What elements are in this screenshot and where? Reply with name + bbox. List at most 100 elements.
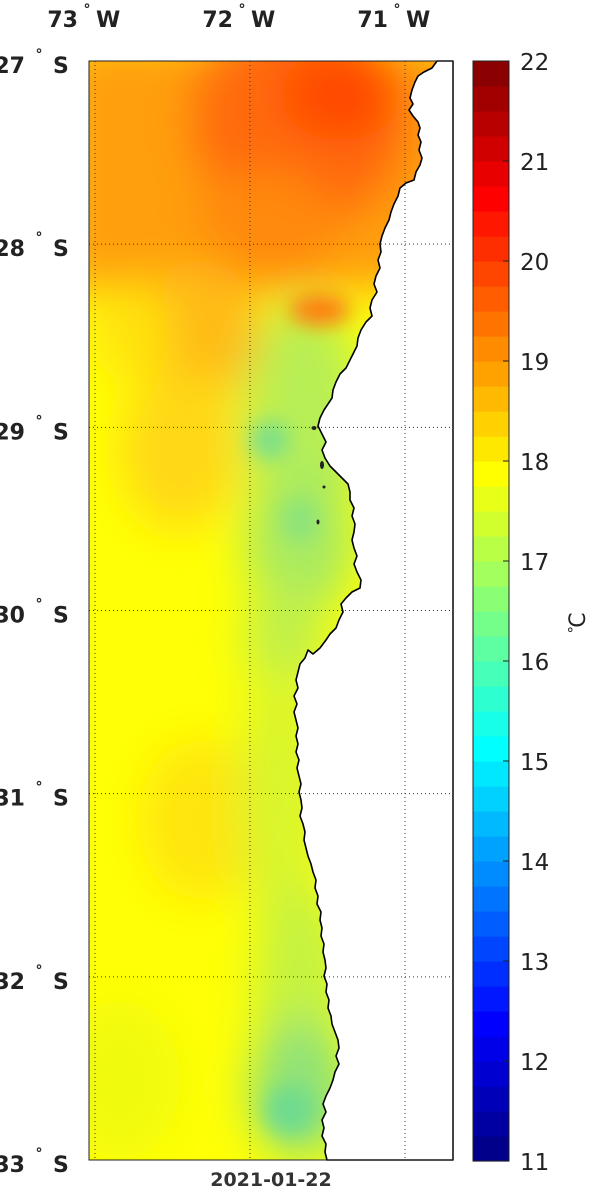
colorbar-band — [473, 1111, 509, 1137]
lon-label-degrees: 72 — [202, 8, 233, 33]
lat-label-hemisphere: S — [53, 604, 69, 629]
date-label: 2021-01-22 — [210, 1169, 332, 1188]
colorbar-band — [473, 161, 509, 187]
colorbar-band — [473, 361, 509, 387]
longitude-labels: 73 ° W 72 ° W 71 ° W — [47, 2, 430, 33]
colorbar-tick-label: 20 — [520, 250, 549, 276]
lat-label-hemisphere: S — [53, 420, 69, 445]
colorbar-tick-label: 19 — [520, 350, 549, 376]
colorbar-band — [473, 311, 509, 337]
degree-symbol: ° — [36, 963, 43, 979]
colorbar-band — [473, 686, 509, 712]
colorbar-band — [473, 536, 509, 562]
colorbar-tick-label: 16 — [520, 650, 549, 676]
islands — [311, 426, 326, 525]
colorbar-band — [473, 586, 509, 612]
colorbar-band — [473, 986, 509, 1012]
colorbar-band — [473, 1061, 509, 1087]
lat-label-degrees: 31 — [0, 787, 25, 812]
degree-symbol: ° — [36, 413, 43, 429]
colorbar-band — [473, 336, 509, 362]
colorbar-band — [473, 86, 509, 112]
colorbar-band — [473, 111, 509, 137]
colorbar-band — [473, 861, 509, 887]
unit-degree-symbol: ° — [565, 626, 583, 634]
lat-label-degrees: 33 — [0, 1153, 25, 1178]
lon-label-degrees: 73 — [47, 8, 78, 33]
colorbar-band — [473, 911, 509, 937]
degree-symbol: ° — [394, 2, 401, 18]
lat-label-hemisphere: S — [53, 1153, 69, 1178]
colorbar-ticks — [503, 60, 509, 1162]
colorbar-band — [473, 1036, 509, 1062]
colorbar: 22 21 20 19 18 17 16 15 14 13 12 11 ° C — [472, 50, 591, 1176]
lon-label-72: 72 ° W — [202, 2, 275, 33]
colorbar-tick-label: 18 — [520, 450, 549, 476]
colorbar-tick-label: 11 — [520, 1150, 549, 1176]
colorbar-tick-label: 22 — [520, 50, 549, 76]
lat-label-degrees: 30 — [0, 604, 25, 629]
lon-label-73: 73 ° W — [47, 2, 120, 33]
colorbar-band — [473, 386, 509, 412]
colorbar-band — [473, 736, 509, 762]
colorbar-tick-label: 21 — [520, 150, 549, 176]
lat-label-31: 31 ° S — [0, 780, 69, 812]
lon-label-degrees: 71 — [357, 8, 388, 33]
degree-symbol: ° — [36, 230, 43, 246]
lon-label-hemisphere: W — [96, 8, 120, 33]
lat-label-28: 28 ° S — [0, 230, 69, 262]
colorbar-band — [473, 211, 509, 237]
lat-label-30: 30 ° S — [0, 597, 69, 629]
colorbar-band — [473, 286, 509, 312]
colorbar-tick-label: 12 — [520, 1050, 549, 1076]
colorbar-band — [473, 1086, 509, 1112]
map-frame — [88, 60, 454, 1161]
unit-letter: C — [566, 612, 591, 627]
degree-symbol: ° — [36, 1146, 43, 1162]
colorbar-tick-label: 13 — [520, 950, 549, 976]
degree-symbol: ° — [84, 2, 91, 18]
colorbar-band — [473, 136, 509, 162]
degree-symbol: ° — [239, 2, 246, 18]
colorbar-band — [473, 436, 509, 462]
colorbar-tick-labels: 22 21 20 19 18 17 16 15 14 13 12 11 — [520, 50, 549, 1176]
lon-label-hemisphere: W — [406, 8, 430, 33]
colorbar-frame — [472, 60, 510, 1162]
lat-label-hemisphere: S — [53, 237, 69, 262]
lat-label-degrees: 29 — [0, 420, 25, 445]
lat-label-degrees: 32 — [0, 970, 25, 995]
colorbar-band — [473, 61, 509, 87]
colorbar-band — [473, 811, 509, 837]
lon-label-71: 71 ° W — [357, 2, 430, 33]
colorbar-tick-label: 17 — [520, 550, 549, 576]
degree-symbol: ° — [36, 597, 43, 613]
colorbar-band — [473, 486, 509, 512]
colorbar-tick-label: 15 — [520, 750, 549, 776]
colorbar-band — [473, 936, 509, 962]
lat-label-33: 33 ° S — [0, 1146, 69, 1178]
latitude-labels: 27 ° S 28 ° S 29 ° S 30 ° S 31 ° S 32 ° S 33 ° S — [0, 47, 69, 1178]
colorbar-band — [473, 886, 509, 912]
lat-label-hemisphere: S — [53, 54, 69, 79]
colorbar-band — [473, 186, 509, 212]
colorbar-band — [473, 836, 509, 862]
colorbar-band — [473, 511, 509, 537]
colorbar-band — [473, 411, 509, 437]
colorbar-tick-label: 14 — [520, 850, 549, 876]
colorbar-band — [473, 961, 509, 987]
colorbar-band — [473, 461, 509, 487]
lon-label-hemisphere: W — [251, 8, 275, 33]
colorbar-band — [473, 1136, 509, 1162]
colorbar-bands — [473, 61, 509, 1162]
colorbar-band — [473, 661, 509, 687]
lat-label-29: 29 ° S — [0, 413, 69, 445]
map-grid — [89, 61, 453, 1160]
lat-label-hemisphere: S — [53, 970, 69, 995]
degree-symbol: ° — [36, 780, 43, 796]
lat-label-degrees: 27 — [0, 54, 25, 79]
colorbar-band — [473, 1011, 509, 1037]
colorbar-band — [473, 561, 509, 587]
colorbar-band — [473, 636, 509, 662]
colorbar-band — [473, 786, 509, 812]
